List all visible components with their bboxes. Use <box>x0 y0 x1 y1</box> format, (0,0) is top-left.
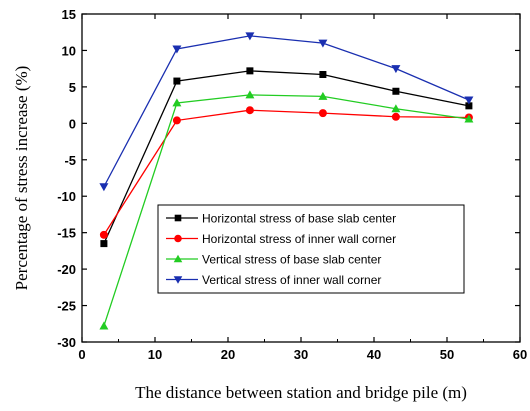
legend-marker <box>174 234 182 243</box>
series-line <box>103 70 470 244</box>
legend-item: Vertical stress of inner wall corner <box>166 273 381 287</box>
y-axis-title: Percentage of stress increase (%) <box>12 66 31 291</box>
data-point <box>99 230 108 239</box>
y-tick-label: -15 <box>57 226 76 241</box>
series-line <box>103 94 469 327</box>
y-tick-label: -25 <box>57 299 76 314</box>
data-point <box>391 112 400 121</box>
x-tick-label: 0 <box>78 347 85 362</box>
legend-item: Horizontal stress of inner wall corner <box>166 232 396 246</box>
legend-marker <box>173 276 183 284</box>
legend-label: Horizontal stress of base slab center <box>202 212 396 226</box>
legend-label: Horizontal stress of inner wall corner <box>202 232 396 246</box>
x-tick-label: 50 <box>440 347 454 362</box>
legend-item: Vertical stress of base slab center <box>166 253 381 267</box>
y-tick-label: -30 <box>57 335 76 350</box>
legend-label: Vertical stress of base slab center <box>202 253 381 267</box>
data-point <box>391 65 401 74</box>
x-tick-label: 20 <box>221 347 235 362</box>
data-point <box>172 116 181 125</box>
x-tick-label: 10 <box>148 347 162 362</box>
series-group <box>99 32 474 192</box>
y-tick-label: -20 <box>57 262 76 277</box>
data-point <box>99 183 109 192</box>
legend-item: Horizontal stress of base slab center <box>166 212 396 226</box>
y-tick-label: 5 <box>69 80 76 95</box>
y-tick-label: -5 <box>64 153 76 168</box>
x-axis-title: The distance between station and bridge … <box>135 383 467 402</box>
y-tick-label: -10 <box>57 189 76 204</box>
data-point <box>172 45 182 54</box>
data-point <box>245 90 255 99</box>
series-group <box>100 67 473 248</box>
data-point <box>319 70 327 78</box>
x-tick-label: 30 <box>294 347 308 362</box>
series-group <box>99 90 474 330</box>
data-point <box>100 240 108 248</box>
data-point <box>172 98 182 107</box>
y-tick-label: 15 <box>62 7 76 22</box>
data-point <box>245 32 255 41</box>
x-tick-label: 60 <box>513 347 527 362</box>
data-point <box>99 321 109 330</box>
legend-marker <box>174 214 182 222</box>
x-tick-label: 40 <box>367 347 381 362</box>
legend-marker <box>173 254 183 263</box>
series-line <box>103 35 470 188</box>
data-point <box>318 109 327 118</box>
data-point <box>173 77 181 85</box>
data-point <box>464 96 474 105</box>
y-tick-label: 0 <box>69 116 76 131</box>
data-point <box>246 67 254 75</box>
legend-label: Vertical stress of inner wall corner <box>202 273 381 287</box>
data-point <box>465 102 473 110</box>
data-point <box>245 106 254 115</box>
data-point <box>464 114 474 123</box>
y-tick-label: 10 <box>62 43 76 58</box>
legend-box <box>157 204 465 294</box>
data-point <box>318 91 328 100</box>
data-point <box>391 104 401 113</box>
data-point <box>392 87 400 95</box>
data-point <box>318 39 328 48</box>
